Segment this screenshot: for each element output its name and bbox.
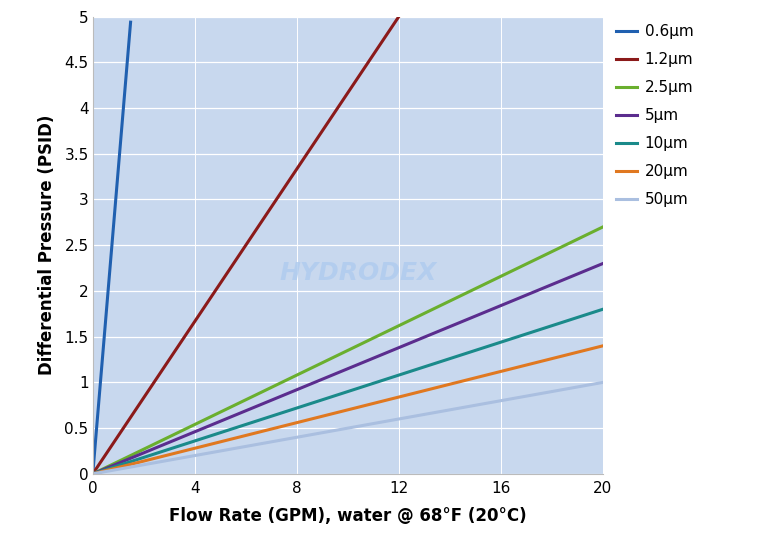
50μm xyxy=(392,416,401,423)
50μm xyxy=(330,427,339,434)
10μm xyxy=(330,392,339,399)
2.5μm xyxy=(598,224,608,230)
20μm xyxy=(586,345,595,352)
0.6μm xyxy=(88,471,97,477)
Text: HYDRODEX: HYDRODEX xyxy=(279,261,437,285)
5μm xyxy=(333,369,342,376)
0.6μm xyxy=(89,458,98,465)
0.6μm xyxy=(100,324,110,331)
10μm xyxy=(586,310,595,316)
0.6μm xyxy=(107,239,117,245)
0.6μm xyxy=(114,153,124,160)
0.6μm xyxy=(103,300,112,306)
10μm xyxy=(364,381,373,388)
Legend: 0.6μm, 1.2μm, 2.5μm, 5μm, 10μm, 20μm, 50μm: 0.6μm, 1.2μm, 2.5μm, 5μm, 10μm, 20μm, 50… xyxy=(615,24,693,207)
1.2μm xyxy=(275,191,284,198)
X-axis label: Flow Rate (GPM), water @ 68°F (20°C): Flow Rate (GPM), water @ 68°F (20°C) xyxy=(169,507,526,525)
10μm xyxy=(333,391,342,398)
1.2μm xyxy=(346,85,355,92)
5μm xyxy=(88,471,97,477)
50μm xyxy=(333,426,342,433)
0.6μm xyxy=(94,409,103,416)
Line: 50μm: 50μm xyxy=(93,382,603,474)
0.6μm xyxy=(126,19,135,25)
0.6μm xyxy=(117,116,127,123)
0.6μm xyxy=(105,263,114,269)
2.5μm xyxy=(333,352,342,358)
Line: 1.2μm: 1.2μm xyxy=(93,17,398,474)
0.6μm xyxy=(124,44,133,50)
0.6μm xyxy=(123,56,132,62)
20μm xyxy=(506,366,516,372)
0.6μm xyxy=(119,104,128,111)
0.6μm xyxy=(90,446,100,453)
2.5μm xyxy=(88,471,97,477)
0.6μm xyxy=(108,226,117,233)
0.6μm xyxy=(95,385,104,392)
Line: 0.6μm: 0.6μm xyxy=(93,22,131,474)
0.6μm xyxy=(104,276,114,282)
1.2μm xyxy=(269,200,278,207)
50μm xyxy=(598,379,608,386)
0.6μm xyxy=(94,397,104,404)
0.6μm xyxy=(110,214,119,221)
0.6μm xyxy=(98,348,107,355)
50μm xyxy=(364,421,373,428)
2.5μm xyxy=(392,323,401,330)
0.6μm xyxy=(117,129,126,136)
Line: 10μm: 10μm xyxy=(93,309,603,474)
10μm xyxy=(506,336,516,342)
20μm xyxy=(330,410,339,417)
0.6μm xyxy=(92,422,101,428)
0.6μm xyxy=(111,202,120,209)
2.5μm xyxy=(330,353,339,360)
0.6μm xyxy=(114,165,123,172)
50μm xyxy=(506,396,516,402)
20μm xyxy=(598,343,608,349)
10μm xyxy=(392,372,401,379)
Line: 20μm: 20μm xyxy=(93,346,603,474)
0.6μm xyxy=(104,288,113,294)
20μm xyxy=(333,409,342,415)
1.2μm xyxy=(393,14,403,20)
0.6μm xyxy=(111,190,121,196)
Line: 2.5μm: 2.5μm xyxy=(93,227,603,474)
Line: 5μm: 5μm xyxy=(93,263,603,474)
20μm xyxy=(364,401,373,408)
0.6μm xyxy=(97,373,106,380)
10μm xyxy=(598,306,608,312)
20μm xyxy=(392,395,401,401)
2.5μm xyxy=(586,230,595,236)
0.6μm xyxy=(113,177,122,184)
0.6μm xyxy=(120,92,129,99)
1.2μm xyxy=(89,469,98,476)
0.6μm xyxy=(125,31,135,37)
0.6μm xyxy=(122,68,131,74)
1.2μm xyxy=(88,471,97,477)
5μm xyxy=(330,371,339,377)
0.6μm xyxy=(116,141,125,148)
0.6μm xyxy=(121,80,130,87)
5μm xyxy=(392,345,401,352)
5μm xyxy=(586,265,595,272)
Y-axis label: Differential Pressure (PSID): Differential Pressure (PSID) xyxy=(38,115,56,375)
0.6μm xyxy=(91,434,100,441)
0.6μm xyxy=(97,361,107,368)
5μm xyxy=(364,356,373,363)
20μm xyxy=(88,471,97,477)
1.2μm xyxy=(365,57,374,63)
0.6μm xyxy=(101,312,111,318)
0.6μm xyxy=(100,336,109,343)
50μm xyxy=(586,381,595,388)
1.2μm xyxy=(270,199,279,206)
2.5μm xyxy=(364,337,373,343)
50μm xyxy=(88,471,97,477)
2.5μm xyxy=(506,268,516,275)
5μm xyxy=(598,260,608,267)
10μm xyxy=(88,471,97,477)
5μm xyxy=(506,298,516,305)
0.6μm xyxy=(107,251,116,257)
